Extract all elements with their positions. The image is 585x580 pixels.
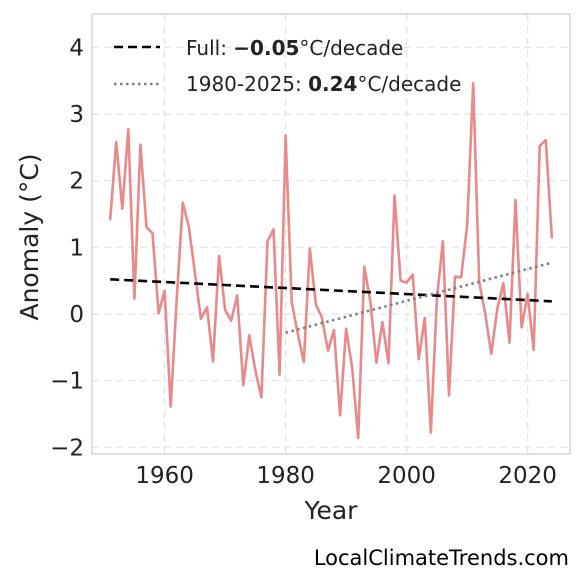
- y-tick-label: 1: [69, 235, 84, 261]
- anomaly-series-line: [108, 82, 554, 440]
- x-axis-label: Year: [304, 496, 359, 525]
- legend-recent-prefix: 1980-2025:: [186, 72, 308, 96]
- y-tick-label: −2: [50, 435, 84, 461]
- x-tick-label: 2000: [377, 463, 436, 489]
- legend-recent-value: 0.24: [308, 72, 357, 96]
- legend-full-label: Full: −0.05°C/decade: [186, 36, 403, 60]
- x-tick-label: 1980: [256, 463, 315, 489]
- legend-full-suffix: °C/decade: [299, 36, 403, 60]
- legend-recent-suffix: °C/decade: [357, 72, 461, 96]
- legend-full-value: −0.05: [233, 36, 299, 60]
- x-axis: 1960 1980 2000 2020: [135, 463, 557, 489]
- series-layer: [108, 82, 554, 440]
- y-axis: −2 −1 0 1 2 3 4: [50, 35, 84, 461]
- recent-trend-line: [285, 261, 553, 334]
- plot-frame: [91, 13, 571, 455]
- y-tick-label: 3: [69, 102, 84, 128]
- legend: Full: −0.05°C/decade 1980-2025: 0.24°C/d…: [114, 36, 461, 96]
- full-trend-line: [110, 278, 552, 303]
- grid: [92, 14, 570, 454]
- x-tick-label: 1960: [135, 463, 194, 489]
- y-tick-label: 0: [69, 302, 84, 328]
- watermark: LocalClimateTrends.com: [313, 546, 569, 570]
- y-tick-label: 4: [69, 35, 84, 61]
- legend-full-prefix: Full:: [186, 36, 233, 60]
- y-axis-label: Anomaly (°C): [15, 153, 44, 320]
- legend-recent-label: 1980-2025: 0.24°C/decade: [186, 72, 461, 96]
- y-tick-label: 2: [69, 169, 84, 195]
- x-tick-label: 2020: [498, 463, 557, 489]
- y-tick-label: −1: [50, 369, 84, 395]
